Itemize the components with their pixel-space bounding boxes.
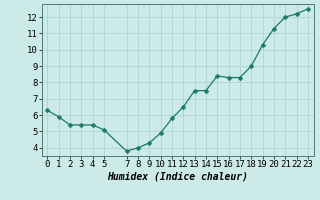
X-axis label: Humidex (Indice chaleur): Humidex (Indice chaleur) bbox=[107, 172, 248, 182]
